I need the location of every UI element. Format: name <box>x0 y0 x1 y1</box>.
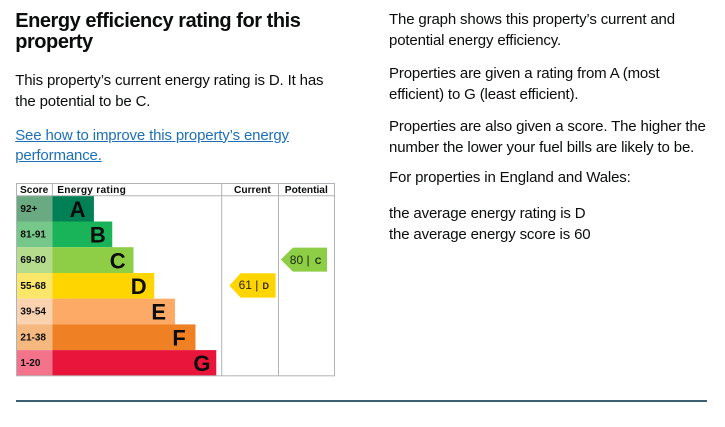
svg-text:80 |: 80 | <box>290 253 310 267</box>
svg-text:Current: Current <box>234 185 271 196</box>
svg-text:39-54: 39-54 <box>20 307 46 318</box>
svg-text:C: C <box>110 248 126 273</box>
svg-text:Score: Score <box>20 185 49 196</box>
svg-text:E: E <box>151 300 166 325</box>
svg-text:D: D <box>263 281 270 291</box>
svg-text:Potential: Potential <box>285 185 328 196</box>
svg-text:21-38: 21-38 <box>20 332 46 343</box>
svg-text:81-91: 81-91 <box>20 230 46 241</box>
svg-text:F: F <box>172 325 185 350</box>
svg-text:C: C <box>315 256 322 266</box>
svg-text:Energy rating: Energy rating <box>57 185 126 196</box>
svg-text:B: B <box>90 223 106 248</box>
svg-text:92+: 92+ <box>20 204 37 215</box>
svg-text:D: D <box>131 274 147 299</box>
svg-text:69-80: 69-80 <box>20 255 46 266</box>
svg-text:G: G <box>193 351 210 376</box>
svg-text:61 |: 61 | <box>239 278 259 292</box>
svg-text:A: A <box>70 197 86 222</box>
svg-text:55-68: 55-68 <box>20 281 46 292</box>
svg-text:1-20: 1-20 <box>20 358 40 369</box>
